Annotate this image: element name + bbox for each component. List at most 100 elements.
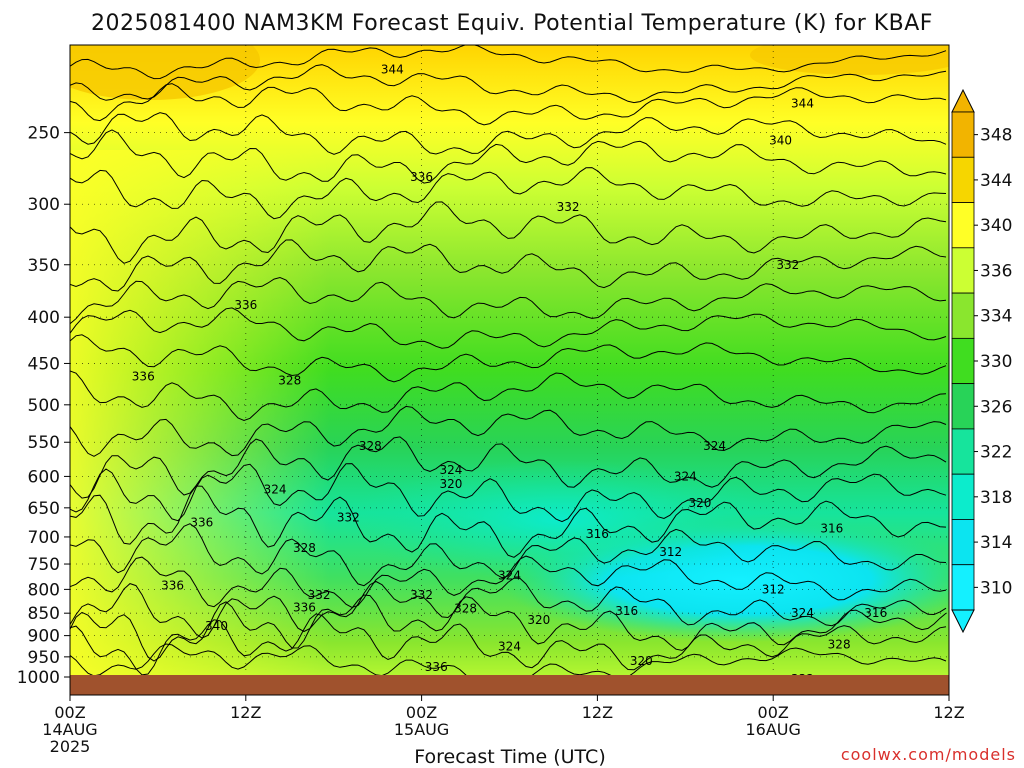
contour-label: 320 xyxy=(630,654,653,668)
y-tick-label: 850 xyxy=(28,604,60,624)
contour-label: 324 xyxy=(674,469,697,483)
contour-label: 320 xyxy=(527,613,550,627)
y-tick-label: 1000 xyxy=(17,668,60,688)
contour-line xyxy=(70,64,947,104)
y-tick-label: 600 xyxy=(28,467,60,487)
y-tick-label: 400 xyxy=(28,308,60,328)
contour-label: 336 xyxy=(293,601,316,615)
x-tick-label: 00Z xyxy=(758,703,789,722)
contour-label: 324 xyxy=(703,439,726,453)
x-tick-label: 12Z xyxy=(582,703,613,722)
y-tick-label: 700 xyxy=(28,528,60,548)
colorbar-extend-top xyxy=(951,88,975,113)
upper-warm-core xyxy=(70,45,260,100)
contour-label: 312 xyxy=(762,582,785,596)
contour-label: 324 xyxy=(439,463,462,477)
colorbar-label: 322 xyxy=(980,443,1012,463)
colorbar-swatch xyxy=(951,292,975,339)
contour-label: 324 xyxy=(264,482,287,496)
plot-frame xyxy=(69,44,950,696)
contour-line xyxy=(70,201,947,264)
contour-label: 336 xyxy=(234,298,257,312)
contour-label: 336 xyxy=(425,660,448,674)
colorbar-swatch xyxy=(951,202,975,249)
contour-line xyxy=(70,523,947,587)
contour-label: 316 xyxy=(820,521,843,535)
warm-left-region xyxy=(70,150,330,680)
contour-label: 312 xyxy=(659,545,682,559)
x-tick-label: 15AUG xyxy=(394,720,449,739)
mid-level-minimum xyxy=(340,460,780,580)
x-tick-label: 16AUG xyxy=(745,720,800,739)
x-tick-label: 12Z xyxy=(230,703,261,722)
colorbar-swatch xyxy=(951,519,975,566)
colorbar-label: 344 xyxy=(980,171,1012,191)
contour-label: 324 xyxy=(791,606,814,620)
contour-label: 328 xyxy=(293,541,316,555)
colorbar-swatch xyxy=(951,564,975,611)
colorbar-label: 330 xyxy=(980,352,1012,372)
contour-line xyxy=(70,167,947,220)
y-tick-label: 300 xyxy=(28,195,60,215)
contour-line xyxy=(70,45,947,80)
y-tick-label: 800 xyxy=(28,580,60,600)
colorbar-label: 314 xyxy=(980,533,1012,553)
x-tick-label: 2025 xyxy=(50,737,91,756)
colorbar-label: 340 xyxy=(980,216,1012,236)
contour-line xyxy=(70,405,947,457)
x-tick-label: 00Z xyxy=(54,703,85,722)
colorbar-swatch xyxy=(951,473,975,520)
y-tick-label: 750 xyxy=(28,555,60,575)
contour-label: 332 xyxy=(308,588,331,602)
contour-label: 332 xyxy=(557,200,580,214)
y-tick-label: 550 xyxy=(28,433,60,453)
contour-label: 344 xyxy=(791,96,814,110)
contour-label: 328 xyxy=(278,374,301,388)
contour-label: 320 xyxy=(688,496,711,510)
colorbar-swatch xyxy=(951,156,975,203)
contour-line xyxy=(70,436,947,499)
contour-label: 324 xyxy=(498,568,521,582)
x-tick-label: 00Z xyxy=(406,703,437,722)
contour-label: 316 xyxy=(586,527,609,541)
contour-label: 332 xyxy=(410,588,433,602)
colorbar-swatch xyxy=(951,111,975,158)
colorbar-label: 348 xyxy=(980,126,1012,146)
contour-line xyxy=(70,112,947,155)
colorbar: 348 344 340 336 334 330 326 322 318 314 310 xyxy=(951,88,1012,634)
colorbar-label: 334 xyxy=(980,307,1012,327)
y-tick-label: 450 xyxy=(28,354,60,374)
contour-label: 344 xyxy=(381,63,404,77)
contour-label: 324 xyxy=(498,639,521,653)
contour-label: 336 xyxy=(132,369,155,383)
contour-label: 332 xyxy=(337,510,360,524)
contour-line xyxy=(70,307,947,349)
contour-line xyxy=(70,577,947,639)
chart-title: 2025081400 NAM3KM Forecast Equiv. Potent… xyxy=(91,11,933,36)
contour-line xyxy=(70,485,947,558)
y-tick-label: 900 xyxy=(28,627,60,647)
colorbar-label: 310 xyxy=(980,578,1012,598)
colorbar-swatch xyxy=(951,337,975,385)
x-axis-label: Forecast Time (UTC) xyxy=(414,746,605,768)
contour-label: 336 xyxy=(190,516,213,530)
y-axis: 250 300 350 400 450 500 550 600 650 700 750 800 850 9… xyxy=(17,124,70,688)
contour-line xyxy=(70,129,947,184)
upper-warm-core-right xyxy=(750,45,949,75)
y-tick-label: 650 xyxy=(28,499,60,519)
credit-text: coolwx.com/models xyxy=(841,745,1016,764)
colorbar-label: 326 xyxy=(980,397,1012,417)
grid-lines xyxy=(70,45,949,678)
x-tick-label: 14AUG xyxy=(42,720,97,739)
contour-label: 332 xyxy=(776,258,799,272)
contour-label: 328 xyxy=(359,439,382,453)
contour-label: 316 xyxy=(864,606,887,620)
contour-line xyxy=(70,463,947,523)
colorbar-swatch xyxy=(951,428,975,475)
contour-line xyxy=(70,276,947,325)
contour-label: 328 xyxy=(454,602,477,616)
y-tick-label: 350 xyxy=(28,256,60,276)
